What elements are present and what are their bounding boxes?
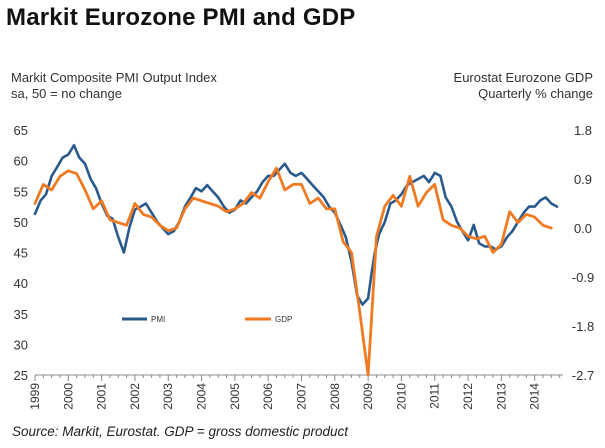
- x-tick-label: 2007: [294, 383, 308, 410]
- y-right-tick-label: 0.0: [574, 221, 592, 236]
- legend-gdp-label: GDP: [275, 315, 292, 324]
- x-tick-label: 2001: [95, 383, 109, 410]
- pmi-series-line: [33, 144, 559, 306]
- x-tick-label: 2006: [261, 383, 275, 410]
- y-left-tick-label: 35: [14, 307, 28, 322]
- right-axis-caption-line-1: Eurostat Eurozone GDP: [453, 70, 593, 85]
- x-tick-label: 2002: [128, 383, 142, 410]
- x-tick-label: 2010: [394, 383, 408, 410]
- y-right-tick-label: -2.7: [572, 368, 594, 383]
- left-axis-caption-line-1: Markit Composite PMI Output Index: [11, 70, 217, 85]
- x-tick-label: 2012: [461, 383, 475, 410]
- left-axis-caption: Markit Composite PMI Output Index sa, 50…: [11, 70, 217, 102]
- y-left-tick-label: 65: [14, 123, 28, 138]
- y-left-tick-label: 50: [14, 215, 28, 230]
- x-tick-label: 2009: [361, 383, 375, 410]
- y-left-tick-label: 60: [14, 154, 28, 169]
- x-tick-label: 2011: [428, 383, 442, 409]
- legend-pmi-label: PMI: [151, 315, 165, 324]
- x-tick-label: 2000: [61, 383, 75, 410]
- x-tick-label: 2014: [528, 383, 542, 410]
- y-right-tick-label: 1.8: [574, 123, 592, 138]
- x-tick-label: 2013: [494, 383, 508, 410]
- y-right-tick-label: -1.8: [572, 319, 594, 334]
- right-axis-caption: Eurostat Eurozone GDP Quarterly % change: [454, 70, 593, 102]
- x-tick-label: 2004: [195, 383, 209, 410]
- x-tick-label: 2003: [161, 383, 175, 410]
- y-left-tick-label: 55: [14, 184, 28, 199]
- y-left-tick-label: 30: [14, 337, 28, 352]
- y-left-tick-label: 45: [14, 246, 28, 261]
- x-tick-label: 2005: [228, 383, 242, 410]
- x-tick-label: 1999: [28, 383, 42, 410]
- right-axis-caption-line-2: Quarterly % change: [478, 86, 593, 101]
- x-tick-label: 2008: [328, 383, 342, 410]
- left-axis-caption-line-2: sa, 50 = no change: [11, 86, 122, 101]
- y-left-tick-label: 25: [14, 368, 28, 383]
- gdp-series-line: [33, 166, 553, 377]
- y-right-tick-label: 0.9: [574, 172, 592, 187]
- y-right-tick-label: -0.9: [572, 270, 594, 285]
- chart-title: Markit Eurozone PMI and GDP: [6, 4, 356, 31]
- source-note: Source: Markit, Eurostat. GDP = gross do…: [12, 424, 349, 439]
- y-left-tick-label: 40: [14, 276, 28, 291]
